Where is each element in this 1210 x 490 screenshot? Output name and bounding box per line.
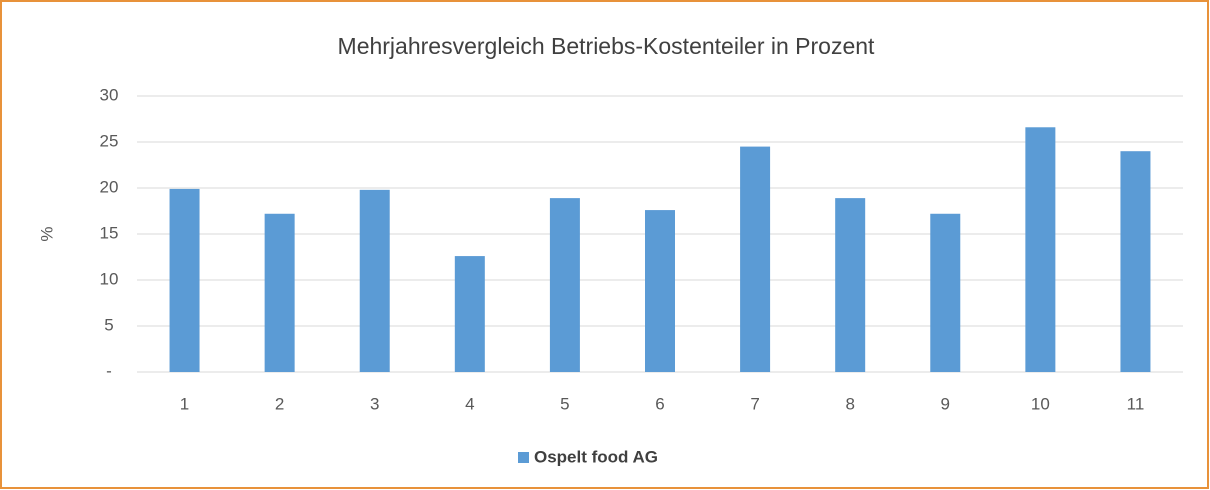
- y-axis-label: %: [37, 226, 56, 241]
- y-tick-label: 25: [100, 131, 119, 150]
- bar: [1025, 127, 1056, 372]
- chart-title: Mehrjahresvergleich Betriebs-Kostenteile…: [338, 33, 876, 59]
- bar: [835, 198, 866, 372]
- bar: [740, 146, 771, 372]
- x-tick-label: 2: [275, 394, 284, 413]
- y-tick-label: 5: [104, 315, 113, 334]
- y-tick-label: 20: [100, 177, 119, 196]
- x-tick-label: 5: [560, 394, 569, 413]
- bar: [454, 256, 485, 372]
- bar: [930, 213, 961, 372]
- bar: [645, 210, 675, 372]
- x-tick-label: 3: [370, 394, 379, 413]
- x-tick-label: 10: [1031, 394, 1050, 413]
- y-tick-label: 30: [100, 85, 119, 104]
- legend-label: Ospelt food AG: [534, 447, 658, 466]
- x-tick-label: 4: [465, 394, 474, 413]
- bar: [169, 188, 200, 372]
- y-tick-label: 15: [100, 223, 119, 242]
- x-tick-label: 7: [750, 394, 759, 413]
- bar: [1120, 151, 1151, 372]
- x-tick-label: 8: [845, 394, 854, 413]
- legend-swatch: [518, 452, 529, 463]
- bar: [359, 189, 390, 372]
- x-tick-label: 6: [655, 394, 664, 413]
- bar: [264, 213, 295, 372]
- x-tick-label: 1: [180, 394, 189, 413]
- x-tick-label: 11: [1127, 394, 1145, 413]
- y-tick-label: -: [106, 361, 112, 380]
- y-tick-label: 10: [100, 269, 119, 288]
- bar: [549, 198, 580, 372]
- x-tick-label: 9: [941, 394, 950, 413]
